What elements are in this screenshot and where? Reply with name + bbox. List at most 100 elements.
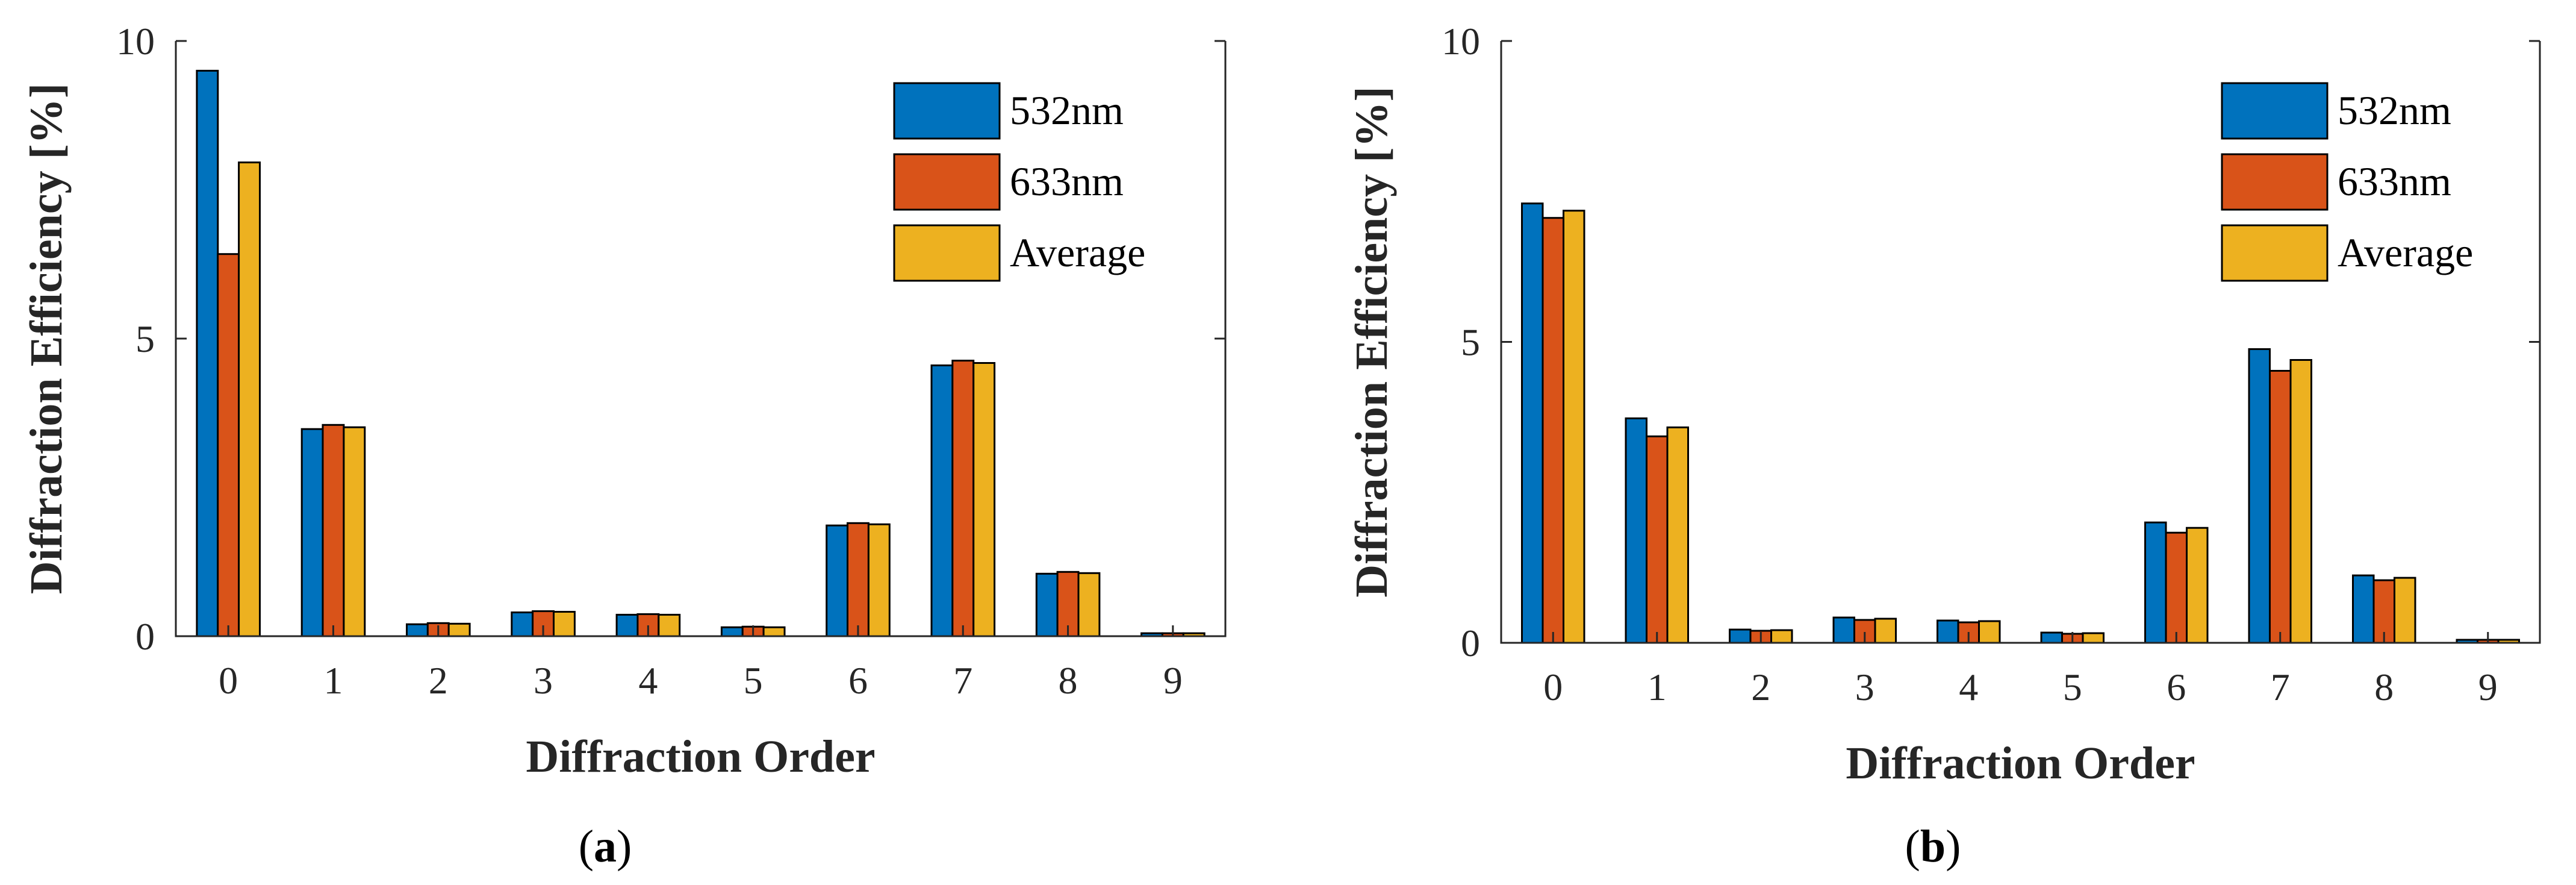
panel-b-bars <box>1521 202 2520 644</box>
panel-b-bar-average-order-0 <box>1563 210 1585 644</box>
panel-b-bar-average-order-7 <box>2289 359 2312 644</box>
panel-a-bar-633nm-order-3 <box>532 610 555 637</box>
panel-b-bar-average-order-6 <box>2186 527 2209 644</box>
panel-a-xtick-label-6: 6 <box>848 659 868 702</box>
panel-b-legend-label-633nm: 633nm <box>2338 158 2451 204</box>
panel-b-xtick-label-7: 7 <box>2271 666 2290 708</box>
panel-a-xtick-label-4: 4 <box>638 659 658 702</box>
panel-b-ytick-label-10: 10 <box>1442 20 1480 63</box>
panel-a-bar-average-order-8 <box>1077 572 1101 637</box>
panel-b-xtick-label-3: 3 <box>1855 666 1874 708</box>
panel-b-caption-letter: b <box>1920 821 1946 872</box>
panel-b-xtick-label-1: 1 <box>1647 666 1667 708</box>
panel-a-bar-532nm-order-3 <box>511 611 534 637</box>
panel-a-xtick-label-1: 1 <box>323 659 343 702</box>
panel-a-ytick-label-5: 5 <box>135 317 155 360</box>
panel-b-xtick-label-9: 9 <box>2478 666 2498 708</box>
panel-b-bar-633nm-order-7 <box>2269 370 2292 644</box>
panel-a-ytick-label-0: 0 <box>135 615 155 658</box>
panel-a-bar-average-order-1 <box>343 426 366 637</box>
panel-b-ticks: 0 5 10 0 1 2 3 4 5 6 7 8 9 <box>1442 20 2540 708</box>
panel-b-ytick-label-0: 0 <box>1461 622 1480 665</box>
panel-b-caption: (b) <box>1905 821 1961 872</box>
panel-a-bar-average-order-6 <box>867 523 891 637</box>
panel-b-bar-532nm-order-6 <box>2144 521 2167 644</box>
panel-a-caption-open: ( <box>579 821 594 872</box>
panel-b-xlabel: Diffraction Order <box>1846 738 2195 789</box>
panel-a-bar-633nm-order-7 <box>951 360 975 637</box>
panel-b-legend-swatch-532nm <box>2221 82 2329 140</box>
panel-b-bar-average-order-5 <box>2082 632 2105 644</box>
panel-a-bar-average-order-5 <box>762 626 786 637</box>
panel-b-legend-label-532nm: 532nm <box>2338 87 2451 133</box>
panel-a-bar-532nm-order-6 <box>826 524 849 637</box>
panel-b-xtick-label-4: 4 <box>1959 666 1978 708</box>
panel-a-caption: (a) <box>579 821 632 872</box>
panel-a-legend-label-average: Average <box>1010 230 1145 275</box>
panel-b-bar-532nm-order-7 <box>2248 348 2271 644</box>
panel-b-bar-633nm-order-0 <box>1542 217 1564 644</box>
panel-b-legend-label-average: Average <box>2338 230 2473 275</box>
panel-a-bar-average-order-2 <box>447 622 471 637</box>
panel-b-bar-average-order-2 <box>1770 629 1793 644</box>
panel-a-bar-average-order-4 <box>658 613 681 637</box>
panel-b-bar-532nm-order-2 <box>1729 628 1752 644</box>
panel-b-bar-532nm-order-5 <box>2040 631 2063 644</box>
panel-a-xtick-label-5: 5 <box>744 659 763 702</box>
panel-b-xtick-label-6: 6 <box>2167 666 2186 708</box>
panel-a-xtick-label-2: 2 <box>429 659 448 702</box>
panel-b-ylabel: Diffraction Efficiency [%] <box>1346 86 1397 597</box>
panel-b-xtick-label-8: 8 <box>2374 666 2394 708</box>
panel-a-bar-532nm-order-4 <box>615 613 639 637</box>
panel-a-legend-label-532nm: 532nm <box>1010 87 1124 133</box>
panel-b-bar-532nm-order-4 <box>1937 619 1959 644</box>
panel-b-bar-532nm-order-3 <box>1832 616 1855 644</box>
panel-a-bar-532nm-order-8 <box>1035 572 1059 637</box>
panel-b-bar-average-order-1 <box>1666 426 1689 644</box>
panel-b-bar-average-order-3 <box>1874 618 1897 644</box>
panel-a-bar-532nm-order-2 <box>406 623 429 637</box>
panel-a-bar-average-order-0 <box>238 161 261 637</box>
panel-a-ticks: 0 5 10 0 1 2 3 4 5 6 7 8 9 <box>116 20 1225 702</box>
panel-b: 0 5 10 0 1 2 3 4 5 6 7 8 9 Diffraction Efficiency [%… <box>1346 20 2541 872</box>
panel-a-xtick-label-8: 8 <box>1059 659 1078 702</box>
panel-a-xtick-label-3: 3 <box>534 659 553 702</box>
panel-a-xtick-label-9: 9 <box>1163 659 1183 702</box>
panel-b-ytick-label-5: 5 <box>1461 321 1480 364</box>
panel-b-bar-633nm-order-1 <box>1646 435 1669 644</box>
panel-a-xtick-label-7: 7 <box>953 659 972 702</box>
panel-b-bar-average-order-8 <box>2394 577 2416 644</box>
panel-a-bar-average-order-3 <box>553 611 576 637</box>
panel-b-legend-swatch-average <box>2221 224 2329 282</box>
panel-a-bar-633nm-order-1 <box>322 424 345 637</box>
panel-a-legend-swatch-633nm <box>893 153 1001 211</box>
panel-a-xtick-label-0: 0 <box>219 659 238 702</box>
panel-b-caption-close: ) <box>1946 821 1961 872</box>
panel-b-xtick-label-5: 5 <box>2063 666 2082 708</box>
panel-a-caption-letter: a <box>594 821 617 872</box>
panel-b-xtick-label-2: 2 <box>1751 666 1770 708</box>
panel-a-legend-swatch-532nm <box>893 82 1001 140</box>
panel-b-bar-532nm-order-8 <box>2352 574 2375 644</box>
panel-a-bar-532nm-order-5 <box>720 626 744 637</box>
panel-b-bar-633nm-order-6 <box>2165 531 2188 644</box>
panel-b-bar-average-order-4 <box>1978 620 2001 644</box>
panel-a-bar-532nm-order-7 <box>930 364 954 637</box>
panel-a-legend-swatch-average <box>893 224 1001 282</box>
panel-b-bar-532nm-order-1 <box>1625 417 1647 644</box>
panel-a-bar-average-order-7 <box>972 362 996 637</box>
panel-b-legend-swatch-633nm <box>2221 153 2329 211</box>
panel-b-xtick-label-0: 0 <box>1543 666 1563 708</box>
panel-a-xlabel: Diffraction Order <box>526 731 875 782</box>
panel-b-legend: 532nm 633nm Average <box>2221 82 2473 282</box>
panel-a-bar-532nm-order-0 <box>196 69 219 637</box>
panel-a-bar-633nm-order-0 <box>217 253 240 637</box>
panel-a-ytick-label-10: 10 <box>116 20 155 63</box>
panel-a-bar-532nm-order-1 <box>300 428 324 637</box>
panel-a-legend: 532nm 633nm Average <box>893 82 1145 282</box>
panel-b-caption-open: ( <box>1905 821 1920 872</box>
panel-b-bar-532nm-order-0 <box>1521 202 1544 644</box>
panel-a: 0 5 10 0 1 2 3 4 5 6 7 8 9 Diffraction Efficiency [%… <box>21 20 1227 872</box>
panel-a-ylabel: Diffraction Efficiency [%] <box>21 83 72 594</box>
panel-a-bars <box>196 69 1206 637</box>
